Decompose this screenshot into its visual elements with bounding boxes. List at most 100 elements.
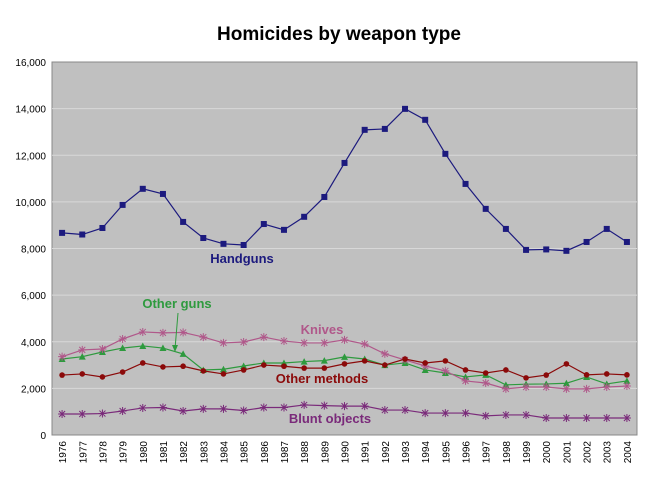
- data-point: [583, 238, 590, 245]
- data-point: [300, 400, 309, 409]
- data-point: [382, 362, 388, 368]
- x-tick-label: 1976: [58, 441, 69, 464]
- x-tick-label: 1995: [441, 441, 452, 464]
- series-label-blunt-objects: Blunt objects: [289, 411, 371, 426]
- y-tick-label: 8,000: [21, 245, 46, 256]
- series-label-other-guns: Other guns: [142, 296, 211, 311]
- data-point: [442, 358, 449, 364]
- data-point: [563, 247, 570, 254]
- data-point: [422, 116, 429, 123]
- data-point: [158, 328, 167, 337]
- data-point: [78, 345, 87, 354]
- data-point: [320, 338, 329, 347]
- data-point: [422, 360, 428, 366]
- y-tick-label: 4,000: [21, 338, 46, 349]
- data-point: [240, 242, 247, 249]
- data-point: [582, 413, 591, 422]
- x-tick-label: 1988: [300, 441, 311, 464]
- data-point: [623, 238, 630, 245]
- data-point: [220, 240, 227, 247]
- data-point: [320, 401, 329, 410]
- x-tick-label: 1981: [159, 441, 170, 464]
- data-point: [380, 406, 389, 415]
- series-handguns: [59, 105, 630, 254]
- data-point: [78, 353, 86, 360]
- data-point: [219, 365, 227, 373]
- arrow-head-icon: [172, 345, 178, 352]
- data-point: [321, 193, 328, 200]
- data-point: [583, 372, 590, 378]
- data-point: [138, 327, 147, 336]
- data-point: [340, 335, 349, 344]
- data-point: [300, 358, 308, 365]
- data-point: [200, 368, 207, 374]
- data-point: [279, 337, 288, 346]
- x-tick-label: 1992: [381, 441, 392, 464]
- data-point: [361, 126, 368, 133]
- data-point: [603, 371, 610, 377]
- data-point: [603, 225, 610, 232]
- data-point: [78, 410, 87, 419]
- data-point: [481, 411, 490, 420]
- data-point: [300, 338, 309, 347]
- y-tick-label: 0: [40, 431, 46, 442]
- x-tick-label: 1991: [361, 441, 372, 464]
- data-point: [139, 360, 146, 366]
- data-point: [79, 231, 86, 238]
- data-point: [79, 371, 86, 377]
- data-point: [622, 382, 631, 391]
- x-tick-label: 1993: [401, 441, 412, 464]
- data-point: [380, 349, 389, 358]
- data-point: [58, 410, 67, 419]
- data-point: [320, 357, 328, 364]
- data-point: [622, 413, 631, 422]
- data-point: [542, 382, 551, 391]
- x-tick-label: 1982: [179, 441, 190, 464]
- data-point: [259, 333, 268, 342]
- series-knives: [58, 327, 631, 393]
- data-point: [119, 344, 127, 352]
- data-point: [543, 246, 550, 253]
- x-tick-label: 2001: [562, 441, 573, 464]
- data-point: [602, 382, 611, 391]
- data-point: [279, 403, 288, 412]
- data-point: [260, 221, 267, 228]
- data-point: [119, 201, 126, 208]
- series-label-other-methods: Other methods: [276, 371, 368, 386]
- data-point: [462, 180, 469, 187]
- x-tick-label: 2003: [603, 441, 614, 464]
- series-blunt-objects: [58, 400, 631, 422]
- x-tick-label: 1979: [119, 441, 130, 464]
- data-point: [523, 246, 530, 253]
- data-point: [179, 406, 188, 415]
- data-point: [461, 376, 470, 385]
- data-point: [501, 384, 510, 393]
- x-tick-label: 1987: [280, 441, 291, 464]
- x-tick-label: 1986: [260, 441, 271, 464]
- x-tick-label: 1994: [421, 441, 432, 464]
- series-other-methods: [59, 356, 630, 381]
- x-tick-label: 1998: [502, 441, 513, 464]
- data-point: [340, 402, 349, 411]
- data-point: [118, 406, 127, 415]
- data-point: [281, 363, 287, 370]
- data-point: [602, 413, 611, 422]
- data-point: [360, 402, 369, 411]
- data-point: [99, 374, 106, 380]
- y-tick-label: 12,000: [15, 151, 46, 162]
- data-point: [462, 367, 469, 373]
- data-point: [461, 409, 470, 418]
- data-point: [341, 361, 348, 367]
- data-point: [301, 365, 307, 371]
- data-point: [582, 384, 591, 393]
- data-point: [522, 410, 531, 419]
- data-point: [563, 361, 570, 367]
- data-point: [179, 328, 188, 337]
- x-tick-label: 2002: [583, 441, 594, 464]
- y-tick-label: 2,000: [21, 384, 46, 395]
- data-point: [219, 404, 228, 413]
- data-point: [501, 410, 510, 419]
- x-tick-label: 1989: [320, 441, 331, 464]
- data-point: [59, 229, 66, 236]
- other-guns-arrow: [174, 312, 179, 350]
